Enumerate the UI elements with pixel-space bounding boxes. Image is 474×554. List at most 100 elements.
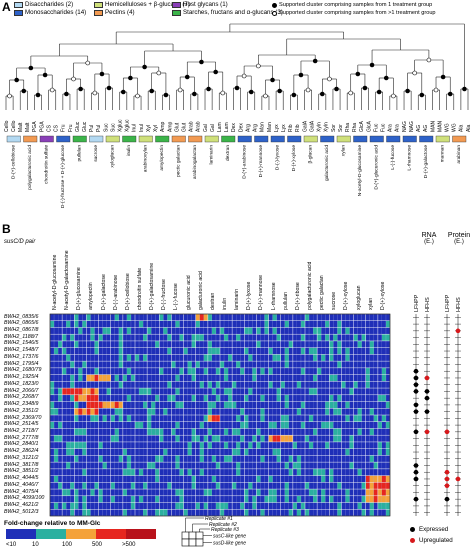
heatmap-cell: [256, 340, 261, 348]
protein-condition-label: LFHPP: [445, 294, 451, 312]
rna-mark: [413, 402, 419, 408]
heatmap-cell: [373, 475, 378, 483]
heatmap-cell: [248, 441, 253, 449]
heatmap-cell: [50, 381, 55, 389]
legend-item: Host glycans (1): [172, 1, 228, 9]
heatmap-cell: [313, 327, 318, 335]
substrate-bar: [171, 135, 186, 143]
leaf-label: Rha: [352, 123, 358, 132]
heatmap-cell: [135, 354, 140, 362]
heatmap-cell: [203, 314, 208, 321]
heatmap-cell: [50, 408, 55, 415]
heatmap-cell: [268, 435, 273, 442]
leaf-label: Cello: [4, 120, 10, 132]
leaf-label: Pul: [96, 125, 102, 132]
heatmap-cell: [300, 421, 305, 429]
heatmap-cell: [236, 468, 241, 476]
heatmap-cell: [130, 374, 135, 382]
leaf-label: CS: [46, 124, 52, 132]
heatmap-cell: [313, 428, 318, 436]
heatmap-cell: [313, 347, 318, 355]
heatmap-cell: [211, 327, 216, 335]
heatmap-cell: [118, 354, 123, 362]
heatmap-cell: [199, 381, 204, 389]
expression-legend-label: Expressed: [419, 526, 449, 533]
heatmap-cell: [365, 374, 370, 382]
heatmap-cell: [122, 509, 127, 516]
heatmap-cell: [296, 455, 301, 463]
leaf-label: Malt: [18, 122, 24, 132]
heatmap-cell: [345, 415, 350, 422]
leaf-label: Ala: [466, 125, 472, 132]
heatmap-cell: [329, 401, 334, 409]
cluster-node-dot: [355, 71, 361, 77]
heatmap-cell: [309, 489, 314, 496]
legend-label: Host glycans (1): [183, 1, 228, 8]
heatmap-cell: [191, 475, 196, 483]
heatmap-cell: [385, 401, 390, 409]
heatmap-cell: [163, 327, 168, 335]
heatmap-cell: [377, 475, 382, 483]
heatmap-cell: [139, 468, 144, 476]
heatmap-cell: [252, 374, 257, 382]
cluster-node-dot: [312, 58, 318, 64]
heatmap-cell: [179, 495, 184, 503]
heatmap-cell: [70, 334, 75, 341]
heatmap-cell: [272, 354, 277, 362]
leaf-label: Gal: [210, 124, 216, 132]
heatmap-row-label: BWH2_4621/2: [4, 502, 39, 509]
heatmap-cell: [317, 468, 322, 476]
legend-swatch: [172, 2, 181, 8]
heatmap-cell: [70, 502, 75, 510]
legend-swatch: [14, 2, 23, 8]
heatmap-cell: [268, 347, 273, 355]
leaf-label: Suc: [110, 123, 116, 132]
heatmap-row-label: BWH2_1188/7: [4, 333, 39, 340]
cluster-node-dot: [234, 85, 240, 91]
heatmap-cell: [240, 367, 245, 375]
heatmap-cell: [86, 394, 91, 402]
substrate-bar: [237, 135, 252, 143]
heatmap-cell: [82, 428, 87, 436]
heatmap-cell: [244, 509, 249, 516]
substrate-bar: [287, 135, 302, 143]
leaf-label: AG: [423, 125, 429, 132]
heatmap-cell: [191, 367, 196, 375]
heatmap-cell: [215, 394, 220, 402]
heatmap-cell: [377, 502, 382, 510]
heatmap-cell: [179, 401, 184, 409]
heatmap-cell: [135, 421, 140, 429]
leaf-label: Inul: [139, 124, 145, 132]
heatmap-cell: [58, 482, 63, 490]
heatmap-cell: [155, 455, 160, 463]
heatmap-cell: [329, 394, 334, 402]
rna-mark: [413, 409, 419, 414]
heatmap-cell: [82, 394, 87, 402]
heatmap-cell: [349, 435, 354, 442]
heatmap-cell: [288, 468, 293, 476]
heatmap-cell: [114, 428, 119, 436]
substrate-label: xylan: [340, 145, 346, 157]
replicate-label: Replicate #1: [205, 516, 233, 522]
heatmap-cell: [349, 462, 354, 469]
heatmap-cell: [155, 428, 160, 436]
heatmap-cell: [50, 401, 55, 409]
cluster-node-dot: [64, 91, 69, 97]
rna-condition-label: LFHPP: [414, 294, 420, 312]
leaf-label: WG: [444, 123, 450, 132]
heatmap-cell: [74, 388, 79, 395]
cluster-node-dot: [291, 92, 297, 98]
heatmap-cell: [147, 415, 152, 422]
heatmap-cell: [126, 367, 131, 375]
heatmap-cell: [90, 408, 95, 415]
heatmap-cell: [353, 334, 358, 341]
rna-mark: [413, 382, 419, 388]
heatmap-row-label: BWH2_0867/8: [4, 326, 39, 333]
heatmap-cell: [143, 354, 148, 362]
cluster-node-dot: [85, 60, 91, 66]
leaf-label: Sor: [338, 124, 344, 132]
rna-condition-label: HFHS: [425, 297, 431, 312]
leaf-label: Lam: [217, 122, 223, 132]
heatmap-cell: [284, 462, 289, 469]
heatmap-cell: [345, 347, 350, 355]
